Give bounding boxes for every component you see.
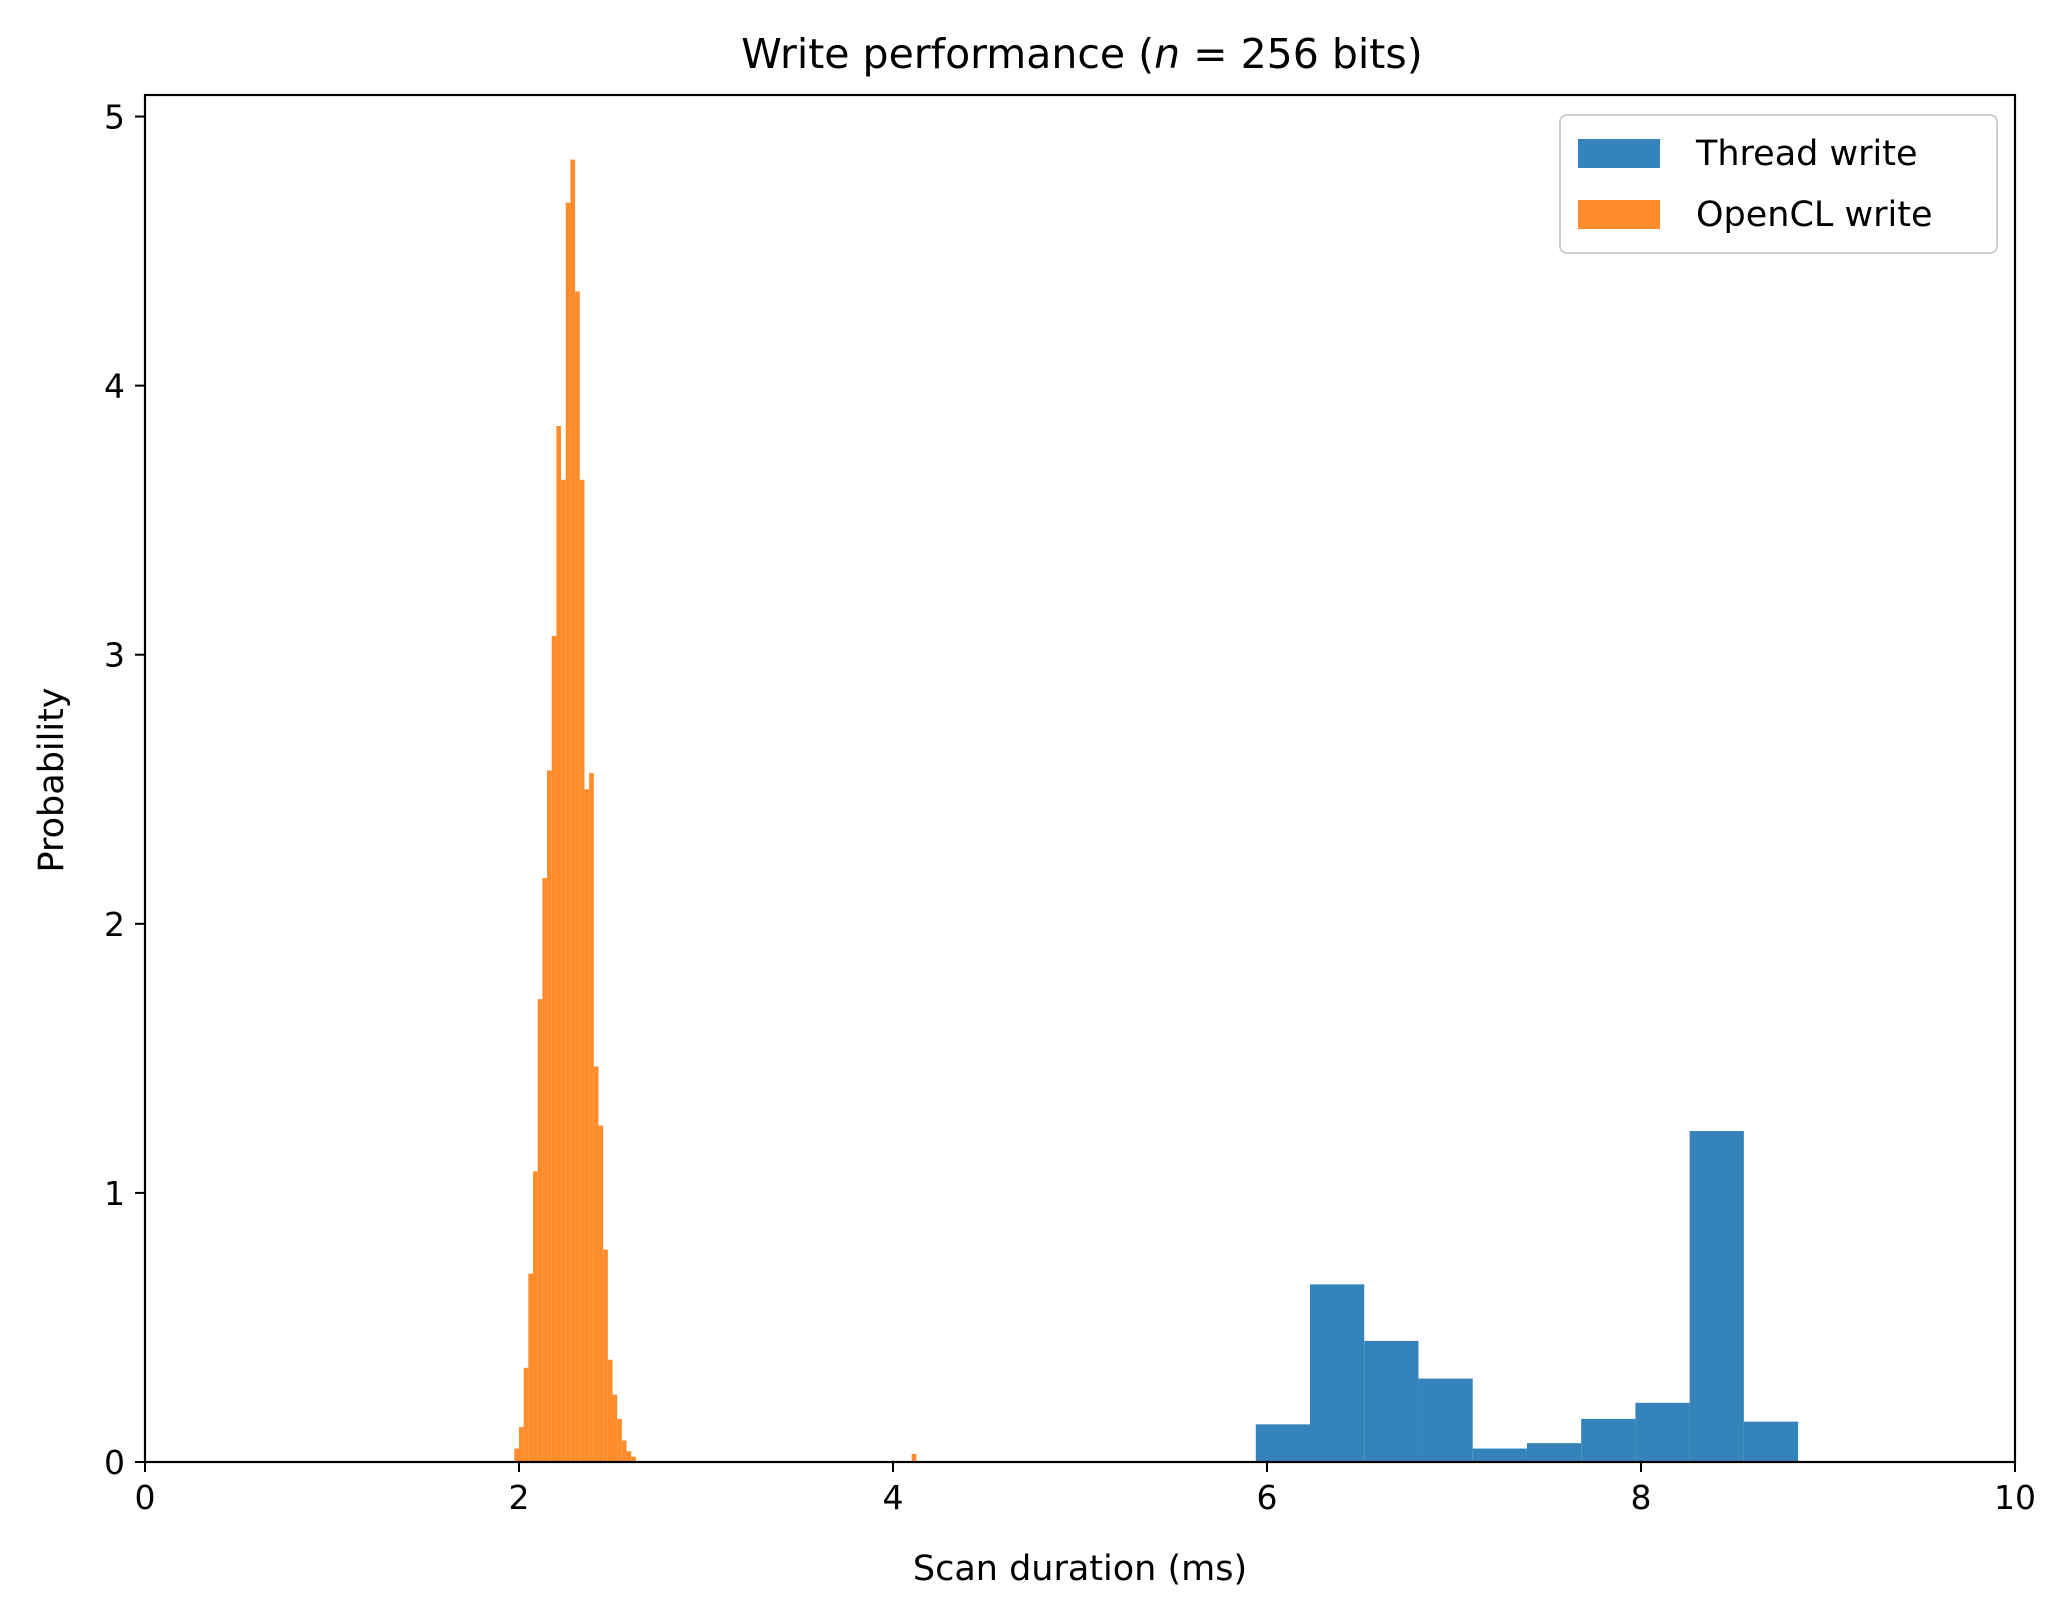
bar-opencl-write-21 [612,1394,618,1462]
x-tick-label: 6 [1257,1478,1278,1517]
bar-thread-write-3 [1418,1378,1473,1462]
bar-opencl-write-22 [617,1418,622,1462]
bar-opencl-write-2 [523,1367,529,1462]
bar-opencl-write-24 [626,1451,632,1462]
chart-title-variable: n [1154,30,1180,78]
bar-thread-write-9 [1743,1421,1799,1462]
bar-opencl-write-11 [565,202,571,1462]
bar-opencl-write-14 [579,479,585,1462]
bar-opencl-write-6 [542,878,548,1462]
y-tick-label: 2 [104,905,125,944]
chart-title: Write performance (n = 256 bits) [741,30,1422,78]
legend-box [1559,114,1998,254]
y-tick-label: 0 [104,1443,125,1482]
x-tick-label: 2 [509,1478,530,1517]
legend-label-thread-write: Thread write [1695,134,1918,174]
bar-opencl-write-20 [607,1359,613,1462]
bar-thread-write-1 [1310,1284,1365,1462]
bar-thread-write-0 [1255,1424,1311,1462]
series-opencl-write [514,159,917,1463]
legend-label-opencl-write: OpenCL write [1696,195,1933,235]
bar-opencl-write-10 [561,479,566,1462]
bar-opencl-write-1 [519,1427,524,1462]
ticks-layer: 0 2 4 6 8 10 0 1 2 3 4 5 [104,98,2036,1517]
bar-thread-write-4 [1472,1448,1527,1462]
bar-opencl-write-5 [537,999,543,1462]
bars-layer [514,159,1799,1463]
y-axis-label: Probability [32,687,72,872]
legend: Thread write OpenCL write [1559,114,1998,254]
bar-opencl-write-9 [556,425,562,1462]
bar-thread-write-8 [1689,1131,1744,1462]
chart-title-prefix: Write performance ( [741,30,1154,78]
bar-thread-write-5 [1526,1443,1582,1462]
bar-opencl-write-25 [631,1456,636,1462]
bar-opencl-write-7 [547,770,552,1462]
x-tick-label: 4 [883,1478,904,1517]
bar-opencl-write-0 [514,1448,519,1462]
bar-thread-write-7 [1635,1402,1690,1462]
bar-opencl-write-8 [551,635,557,1462]
x-tick-label: 0 [135,1478,156,1517]
bar-opencl-write-19 [603,1249,608,1462]
x-axis-label: Scan duration (ms) [913,1549,1247,1589]
x-tick-label: 8 [1631,1478,1652,1517]
bar-thread-write-2 [1364,1340,1419,1462]
y-tick-label: 4 [104,367,125,406]
legend-swatch-thread-write [1578,139,1660,168]
bar-opencl-write-26 [911,1453,917,1462]
bar-opencl-write-15 [584,789,590,1462]
bar-opencl-write-17 [593,1066,599,1462]
bar-opencl-write-18 [598,1125,604,1462]
series-thread-write [1255,1131,1799,1462]
bar-thread-write-6 [1581,1418,1636,1462]
bar-opencl-write-12 [570,159,576,1463]
x-tick-label: 10 [1994,1478,2036,1517]
bar-opencl-write-3 [528,1273,534,1462]
y-tick-label: 3 [104,636,125,675]
plot-area-frame [143,93,2017,1464]
bar-opencl-write-4 [533,1171,538,1462]
legend-swatch-opencl-write [1578,200,1660,229]
chart-title-suffix: = 256 bits) [1180,30,1423,78]
y-tick-label: 5 [104,98,125,137]
bar-opencl-write-13 [575,291,580,1463]
bar-opencl-write-16 [589,773,594,1462]
bar-opencl-write-23 [621,1440,627,1462]
y-tick-label: 1 [104,1174,125,1213]
